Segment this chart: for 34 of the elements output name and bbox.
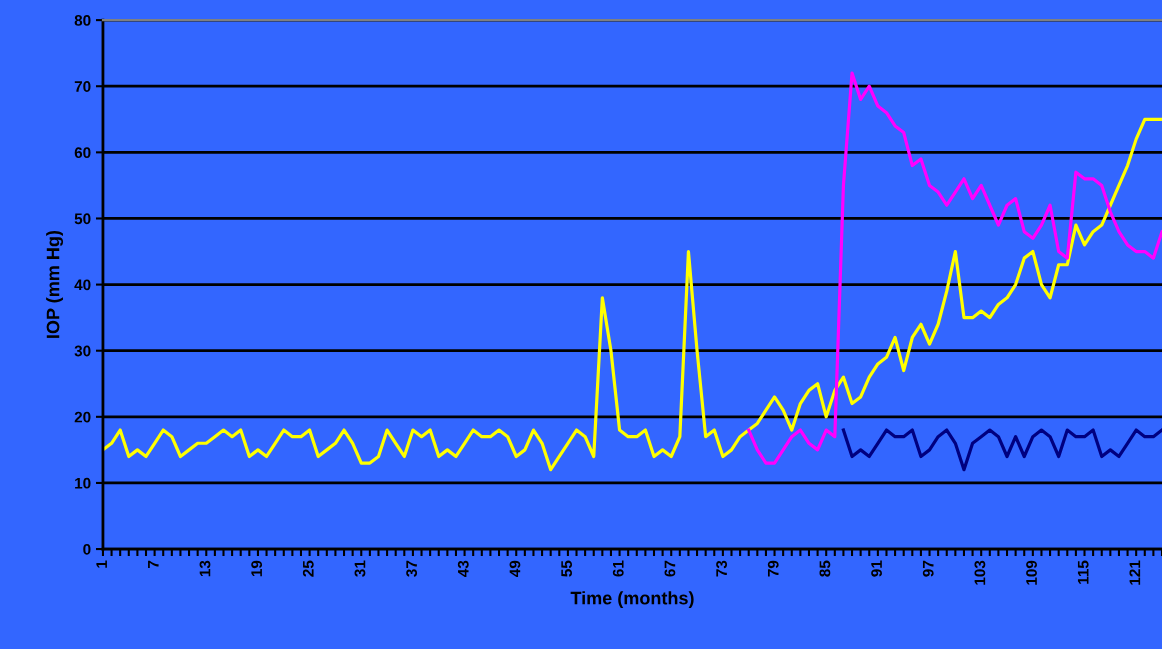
x-tick-label: 79 — [767, 560, 779, 577]
y-tick-label: 40 — [74, 279, 91, 291]
y-axis-title: IOP (mm Hg) — [46, 230, 64, 338]
x-tick-label: 109 — [1026, 560, 1037, 585]
x-tick-label: 31 — [354, 560, 366, 577]
y-tick-label: 30 — [74, 345, 91, 357]
x-tick-label: 7 — [148, 560, 159, 568]
x-tick-label: 121 — [1129, 560, 1141, 585]
line-series — [841, 428, 1162, 472]
x-tick-label: 61 — [612, 560, 624, 577]
x-tick-label: 49 — [509, 560, 521, 577]
y-tick-label: 0 — [83, 543, 91, 555]
x-tick-label: 85 — [819, 560, 831, 577]
y-tick-label: 50 — [74, 213, 91, 225]
x-tick-label: 37 — [406, 560, 418, 577]
y-tick-label: 60 — [74, 147, 91, 159]
x-tick-label: 115 — [1077, 560, 1089, 584]
x-tick-label: 55 — [561, 560, 572, 577]
x-tick-label: 67 — [664, 560, 676, 577]
y-tick-label: 80 — [74, 14, 91, 26]
x-tick-label: 13 — [199, 560, 211, 577]
x-tick-label: 91 — [871, 560, 882, 577]
x-tick-label: 25 — [302, 560, 314, 577]
x-tick-label: 103 — [974, 560, 986, 585]
x-tick-label: 73 — [716, 560, 728, 577]
line-series — [747, 71, 1162, 465]
x-tick-label: 43 — [457, 560, 469, 577]
y-tick-label: 20 — [74, 411, 91, 423]
x-tick-label: 97 — [922, 560, 934, 577]
y-tick-label: 70 — [74, 81, 91, 92]
x-axis-title: Time (months) — [570, 591, 694, 609]
x-tick-label: 19 — [251, 560, 263, 577]
y-tick-label: 10 — [75, 477, 91, 489]
x-tick-label: 1 — [96, 560, 107, 568]
